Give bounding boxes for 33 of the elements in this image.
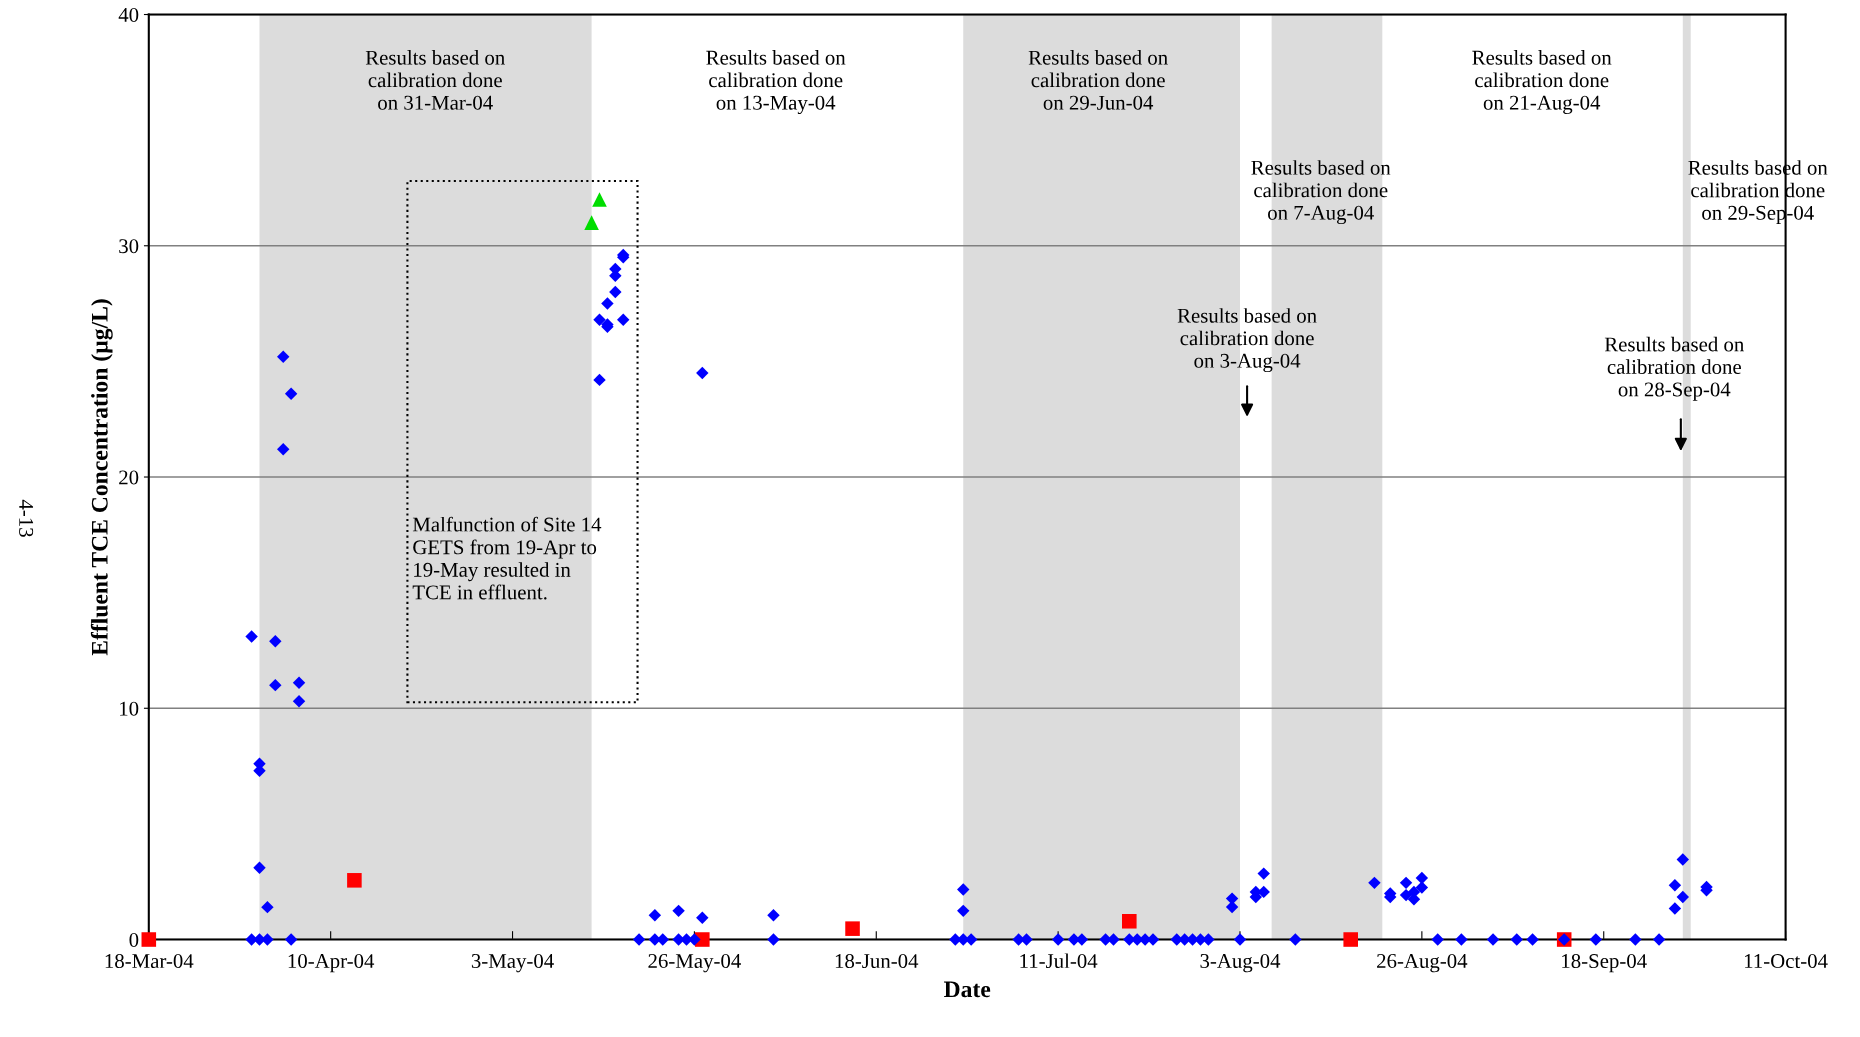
- text: 4-13: [19, 499, 34, 537]
- y-tick-label: 10: [120, 701, 139, 716]
- annotation: Results based on calibration done on 3-Aug-04: [1177, 308, 1317, 373]
- annotation: Malfunction of Site 14 GETS from 19-Apr to 19-May resulted in TCE in effluent.: [412, 516, 602, 600]
- point: [347, 873, 362, 888]
- annotation: Results based on calibration done on 13-May-04: [706, 50, 846, 115]
- y-tick-label: 20: [119, 470, 139, 485]
- x-tick-label: 11-Jul-04: [1020, 953, 1098, 969]
- x-axis-title: Date: [944, 981, 991, 998]
- x-tick-label: 26-May-04: [648, 953, 741, 973]
- annotation: Results based on calibration done on 7-Aug-04: [1251, 160, 1391, 225]
- x-tick-label: 18-Sep-04: [1562, 954, 1647, 973]
- y-tick-label: 30: [119, 239, 139, 254]
- x-tick-label: 11-Oct-04: [1745, 954, 1828, 969]
- annotation: Results based on calibration done on 28-Sep-04: [1604, 336, 1744, 401]
- y-axis-title: Effluent TCE Concentration (µg/L): [90, 299, 113, 656]
- point: [592, 192, 607, 207]
- annotation: Results based on calibration done on 29-Jun-04: [1028, 50, 1168, 110]
- point: [1343, 932, 1358, 947]
- y-tick-label: 40: [118, 7, 139, 22]
- point: [584, 215, 599, 230]
- point: [845, 921, 860, 936]
- x-tick-label: 18-Mar-04: [105, 954, 194, 969]
- point: [141, 932, 157, 947]
- y-tick-label: 0: [129, 932, 139, 947]
- x-tick-label: 26-Aug-04: [1377, 953, 1468, 973]
- x-tick-label: 10-Apr-04: [288, 954, 375, 973]
- x-tick-label: 3-May-04: [471, 953, 554, 973]
- x-tick-label: 18-Jun-04: [835, 954, 919, 969]
- annotation: Results based on calibration done on 21-Aug-04: [1472, 50, 1612, 115]
- point: [1122, 913, 1137, 929]
- annotation: Results based on calibration done on 31-Mar-04: [365, 50, 505, 110]
- x-tick-label: 3-Aug-04: [1200, 953, 1281, 973]
